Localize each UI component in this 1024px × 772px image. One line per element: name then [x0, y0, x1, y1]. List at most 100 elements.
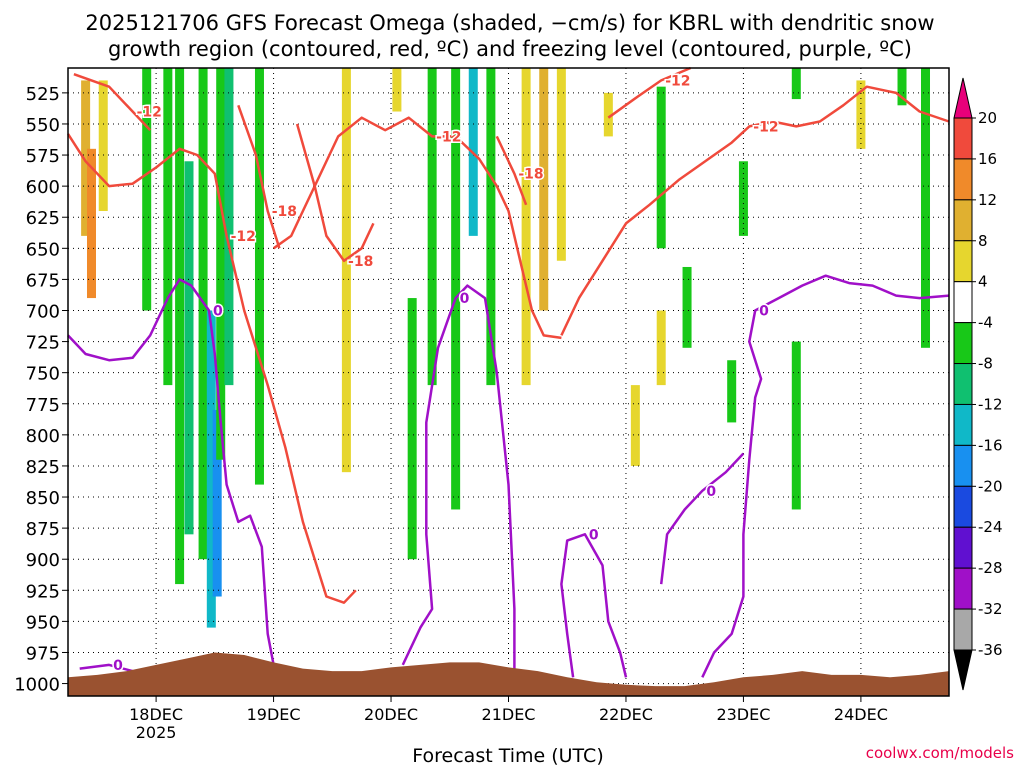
colorbar-bottom-arrow — [953, 649, 973, 691]
colorbar-bin — [953, 403, 973, 446]
colorbar-tick-label: 4 — [978, 273, 988, 291]
dgz-contour — [495, 135, 528, 206]
dgz-contour — [73, 73, 152, 132]
colorbar-tick-label: 16 — [978, 150, 997, 168]
omega-shade-cell — [427, 68, 437, 386]
x-tick-label: 22DEC — [599, 705, 653, 724]
y-tick-label: 700 — [26, 301, 60, 322]
y-tick-label: 975 — [26, 643, 60, 664]
colorbar-top-arrow — [953, 77, 973, 119]
freezing-contour — [701, 274, 950, 678]
freezing-contour-label: 0 — [759, 303, 769, 319]
y-tick-label: 775 — [26, 395, 60, 416]
dgz-contour — [295, 123, 375, 263]
colorbar-bin — [953, 240, 973, 283]
chart-title-line-1: 2025121706 GFS Forecast Omega (shaded, −… — [85, 11, 934, 35]
colorbar-bin — [953, 567, 973, 610]
y-tick-label: 675 — [26, 270, 60, 291]
omega-shade-cell — [98, 80, 108, 212]
dgz-contour-label: -12 — [137, 105, 162, 121]
y-tick-label: 625 — [26, 208, 60, 229]
omega-shading-layer — [81, 68, 931, 628]
colorbar-bin — [953, 199, 973, 242]
omega-shade-cell — [212, 409, 222, 597]
dgz-contour-label: -12 — [665, 73, 690, 89]
y-tick-label: 550 — [26, 115, 60, 136]
x-tick-label: 18DEC — [129, 705, 183, 724]
credit-text: coolwx.com/models — [866, 744, 1014, 762]
y-tick-label: 925 — [26, 581, 60, 602]
colorbar: 20 16 12 8 4 -4 -8 -12 -16 -20 -24 -28 -32 -36 — [953, 77, 1003, 691]
omega-shade-cell — [341, 68, 351, 473]
omega-shade-cell — [556, 68, 566, 261]
colorbar-tick-label: -24 — [978, 518, 1003, 536]
colorbar-tick-label: -16 — [978, 436, 1003, 454]
y-axis: 525 550 575 600 625 650 675 700 725 750 775 800 825 8… — [14, 84, 68, 696]
omega-shade-cell — [216, 68, 226, 460]
omega-shade-cell — [897, 68, 907, 106]
omega-shade-cell — [392, 68, 402, 112]
dgz-contour-label: -18 — [348, 254, 373, 270]
omega-shade-cell — [184, 161, 194, 535]
dgz-contour-label: -12 — [231, 229, 256, 245]
omega-shade-cell — [206, 310, 216, 628]
dgz-contour-label: -12 — [753, 119, 778, 135]
omega-shade-cell — [198, 68, 208, 560]
colorbar-tick-label: -32 — [978, 600, 1003, 618]
y-tick-label: 950 — [26, 612, 60, 633]
colorbar-tick-label: 12 — [978, 191, 997, 209]
y-tick-label: 875 — [26, 519, 60, 540]
colorbar-bin — [953, 363, 973, 405]
colorbar-bin — [953, 485, 973, 528]
y-tick-label: 575 — [26, 146, 60, 167]
dgz-contour — [66, 133, 357, 604]
freezing-contour — [401, 284, 516, 672]
omega-shade-cell — [224, 68, 234, 386]
omega-shade-cell — [682, 266, 692, 348]
freezing-contour-label: 0 — [706, 484, 716, 500]
dgz-contour — [607, 66, 692, 119]
freezing-contour — [67, 278, 275, 666]
x-tick-label: 23DEC — [716, 705, 770, 724]
freezing-contour-label: 0 — [113, 658, 123, 674]
omega-shade-cell — [656, 86, 666, 249]
x-axis-label: Forecast Time (UTC) — [412, 745, 603, 767]
freezing-contour — [560, 533, 628, 678]
dgz-contour-label: -18 — [518, 167, 543, 183]
omega-shade-cell — [163, 68, 173, 386]
colorbar-bin — [953, 608, 973, 651]
omega-shade-cell — [86, 148, 96, 299]
omega-shade-cell — [539, 68, 549, 311]
y-tick-label: 600 — [26, 177, 60, 198]
omega-shade-cell — [175, 68, 185, 585]
omega-shade-cell — [603, 92, 613, 137]
y-tick-label: 725 — [26, 333, 60, 354]
colorbar-tick-label: -20 — [978, 477, 1003, 495]
colorbar-bin — [953, 117, 973, 160]
omega-shade-cell — [630, 385, 640, 466]
y-tick-label: 1000 — [14, 675, 60, 696]
y-tick-label: 825 — [26, 457, 60, 478]
omega-shade-cell — [856, 80, 866, 149]
dgz-contour — [272, 116, 562, 340]
x-tick-label: 20DEC — [364, 705, 418, 724]
omega-shade-cell — [451, 68, 461, 510]
dgz-contour-label: -18 — [272, 204, 297, 220]
y-tick-label: 525 — [26, 84, 60, 105]
colorbar-bin — [953, 158, 973, 201]
chart-title-line-2: growth region (contoured, red, ºC) and f… — [108, 37, 912, 61]
dgz-contour-label: -12 — [436, 129, 461, 145]
colorbar-bin — [953, 526, 973, 569]
colorbar-tick-label: -12 — [978, 395, 1003, 413]
contour-layer: -12 -12 -18 -12 -18 -18 -12 -12 0 0 0 0 0 0 — [66, 66, 950, 678]
colorbar-tick-label: -4 — [978, 314, 993, 332]
freezing-contour — [659, 452, 745, 585]
y-tick-label: 800 — [26, 426, 60, 447]
terrain-layer — [68, 652, 949, 696]
plot-area: -12 -12 -18 -12 -18 -18 -12 -12 0 0 0 0 0 0 — [66, 66, 950, 697]
colorbar-bin — [953, 281, 973, 324]
y-tick-label: 650 — [26, 239, 60, 260]
x-tick-label: 21DEC — [482, 705, 536, 724]
